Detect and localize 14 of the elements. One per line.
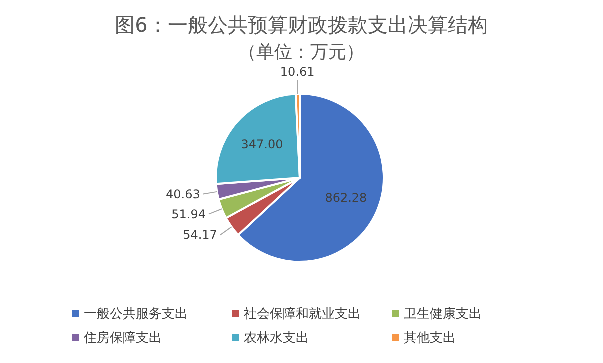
- data-label: 54.17: [183, 228, 218, 242]
- data-label: 51.94: [172, 207, 206, 222]
- legend-label: 卫生健康支出: [404, 307, 482, 322]
- chart-title: 图6：一般公共预算财政拨款支出决算结构: [115, 13, 488, 37]
- data-label: 862.28: [325, 191, 368, 206]
- data-label: 40.63: [166, 187, 200, 202]
- legend-label: 社会保障和就业支出: [244, 307, 361, 322]
- legend-label: 住房保障支出: [83, 330, 162, 346]
- chart-subtitle: （单位：万元）: [238, 42, 364, 63]
- legend-label: 农林水支出: [244, 331, 309, 346]
- data-label: 10.61: [280, 65, 315, 80]
- legend-label: 一般公共服务支出: [84, 307, 188, 322]
- data-label: 347.00: [241, 138, 284, 152]
- legend-label: 其他支出: [404, 331, 456, 346]
